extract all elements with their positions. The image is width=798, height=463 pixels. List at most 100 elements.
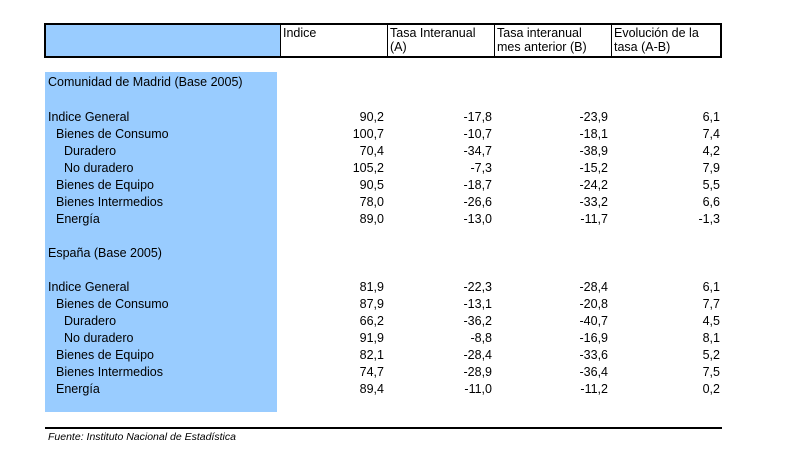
cell-evolucion: 0,2 — [702, 382, 720, 396]
cell-evolucion: 6,6 — [702, 195, 720, 209]
row-label: No duradero — [64, 331, 134, 345]
cell-tasa-b: -11,7 — [580, 212, 608, 226]
row-label: Bienes de Equipo — [56, 348, 154, 362]
table-row: Indice General 81,9 -22,3 -28,4 6,1 — [45, 279, 721, 296]
cell-evolucion: 7,5 — [702, 365, 720, 379]
row-label: Indice General — [48, 280, 130, 294]
header-cell-tasa-interanual: Tasa Interanual (A) — [387, 25, 494, 56]
espana-rows: Indice General 81,9 -22,3 -28,4 6,1 Bien… — [45, 279, 721, 398]
table-row: Duradero 70,4 -34,7 -38,9 4,2 — [45, 143, 721, 160]
row-label: Duradero — [64, 314, 117, 328]
cell-tasa-b: -11,2 — [580, 382, 608, 396]
header-evol-line1: Evolución de la — [614, 26, 699, 40]
cell-tasa-a: -13,1 — [463, 297, 493, 311]
cell-indice: 90,2 — [359, 110, 384, 124]
table-row: Bienes de Consumo 87,9 -13,1 -20,8 7,7 — [45, 296, 721, 313]
header-tasa-a-line1: Tasa Interanual — [390, 26, 476, 40]
row-label: Bienes de Consumo — [56, 127, 169, 141]
cell-indice: 90,5 — [359, 178, 384, 192]
cell-indice: 87,9 — [359, 297, 384, 311]
header-cell-tasa-mes-anterior: Tasa interanual mes anterior (B) — [494, 25, 611, 56]
cell-tasa-b: -36,4 — [579, 365, 609, 379]
cell-evolucion: 7,9 — [702, 161, 720, 175]
cell-tasa-b: -24,2 — [579, 178, 609, 192]
section-title-espana: España (Base 2005) — [48, 246, 162, 260]
row-label: Energía — [56, 382, 100, 396]
header-cell-indice: Indice — [280, 25, 387, 56]
header-indice-line1: Indice — [283, 26, 317, 40]
table-row: Indice General 90,2 -17,8 -23,9 6,1 — [45, 109, 721, 126]
table-row: Bienes Intermedios 74,7 -28,9 -36,4 7,5 — [45, 364, 721, 381]
cell-tasa-a: -17,8 — [463, 110, 493, 124]
cell-tasa-a: -28,4 — [463, 348, 493, 362]
cell-tasa-a: -11,0 — [464, 382, 492, 396]
row-label: Indice General — [48, 110, 130, 124]
cell-evolucion: 7,7 — [702, 297, 720, 311]
cell-tasa-a: -7,3 — [470, 161, 492, 175]
cell-tasa-b: -15,2 — [579, 161, 609, 175]
cell-tasa-b: -33,6 — [579, 348, 609, 362]
cell-evolucion: 4,5 — [702, 314, 720, 328]
table-row: Bienes de Equipo 82,1 -28,4 -33,6 5,2 — [45, 347, 721, 364]
cell-indice: 89,4 — [359, 382, 384, 396]
table-row: No duradero 105,2 -7,3 -15,2 7,9 — [45, 160, 721, 177]
row-label: Bienes de Consumo — [56, 297, 169, 311]
cell-tasa-b: -18,1 — [579, 127, 609, 141]
header-evol-line2: tasa (A-B) — [614, 40, 671, 54]
source-note: Fuente: Instituto Nacional de Estadístic… — [48, 431, 236, 443]
footer-divider — [45, 427, 722, 429]
cell-tasa-a: -26,6 — [463, 195, 493, 209]
cell-evolucion: 5,2 — [702, 348, 720, 362]
table-row: Bienes Intermedios 78,0 -26,6 -33,2 6,6 — [45, 194, 721, 211]
table-row: Energía 89,4 -11,0 -11,2 0,2 — [45, 381, 721, 398]
cell-indice: 100,7 — [352, 127, 384, 141]
cell-tasa-b: -20,8 — [579, 297, 609, 311]
cell-tasa-b: -33,2 — [579, 195, 609, 209]
section-title-madrid: Comunidad de Madrid (Base 2005) — [48, 75, 243, 89]
cell-evolucion: 6,1 — [702, 280, 720, 294]
madrid-rows: Indice General 90,2 -17,8 -23,9 6,1 Bien… — [45, 109, 721, 228]
cell-tasa-a: -22,3 — [463, 280, 493, 294]
cell-tasa-b: -38,9 — [579, 144, 609, 158]
cell-tasa-b: -23,9 — [579, 110, 609, 124]
cell-indice: 91,9 — [359, 331, 384, 345]
cell-indice: 66,2 — [359, 314, 384, 328]
cell-indice: 89,0 — [359, 212, 384, 226]
cell-indice: 82,1 — [359, 348, 384, 362]
cell-evolucion: 5,5 — [702, 178, 720, 192]
cell-evolucion: 8,1 — [702, 331, 720, 345]
header-tasa-b-line1: Tasa interanual — [497, 26, 582, 40]
cell-indice: 74,7 — [359, 365, 384, 379]
cell-tasa-b: -16,9 — [579, 331, 609, 345]
table-header: Indice Tasa Interanual (A) Tasa interanu… — [44, 23, 722, 58]
cell-evolucion: 6,1 — [702, 110, 720, 124]
row-label: Bienes Intermedios — [56, 195, 164, 209]
table-row: Bienes de Equipo 90,5 -18,7 -24,2 5,5 — [45, 177, 721, 194]
cell-tasa-a: -10,7 — [463, 127, 493, 141]
cell-indice: 78,0 — [359, 195, 384, 209]
row-label: Energía — [56, 212, 100, 226]
table-row: No duradero 91,9 -8,8 -16,9 8,1 — [45, 330, 721, 347]
cell-evolucion: -1,3 — [698, 212, 720, 226]
cell-tasa-a: -28,9 — [463, 365, 493, 379]
row-label: Bienes Intermedios — [56, 365, 164, 379]
cell-tasa-a: -8,8 — [470, 331, 492, 345]
row-label-column-background — [45, 72, 277, 412]
header-tasa-a-line2: (A) — [390, 40, 407, 54]
cell-indice: 70,4 — [359, 144, 384, 158]
cell-indice: 81,9 — [359, 280, 384, 294]
row-label: No duradero — [64, 161, 134, 175]
table-row: Energía 89,0 -13,0 -11,7 -1,3 — [45, 211, 721, 228]
cell-tasa-b: -40,7 — [579, 314, 609, 328]
cell-tasa-a: -13,0 — [463, 212, 493, 226]
row-label: Duradero — [64, 144, 117, 158]
cell-evolucion: 7,4 — [702, 127, 720, 141]
table-row: Duradero 66,2 -36,2 -40,7 4,5 — [45, 313, 721, 330]
cell-tasa-a: -34,7 — [463, 144, 493, 158]
table-row: Bienes de Consumo 100,7 -10,7 -18,1 7,4 — [45, 126, 721, 143]
cell-tasa-a: -36,2 — [463, 314, 493, 328]
header-cell-blank — [46, 25, 280, 56]
header-tasa-b-line2: mes anterior (B) — [497, 40, 587, 54]
cell-indice: 105,2 — [352, 161, 384, 175]
row-label: Bienes de Equipo — [56, 178, 154, 192]
